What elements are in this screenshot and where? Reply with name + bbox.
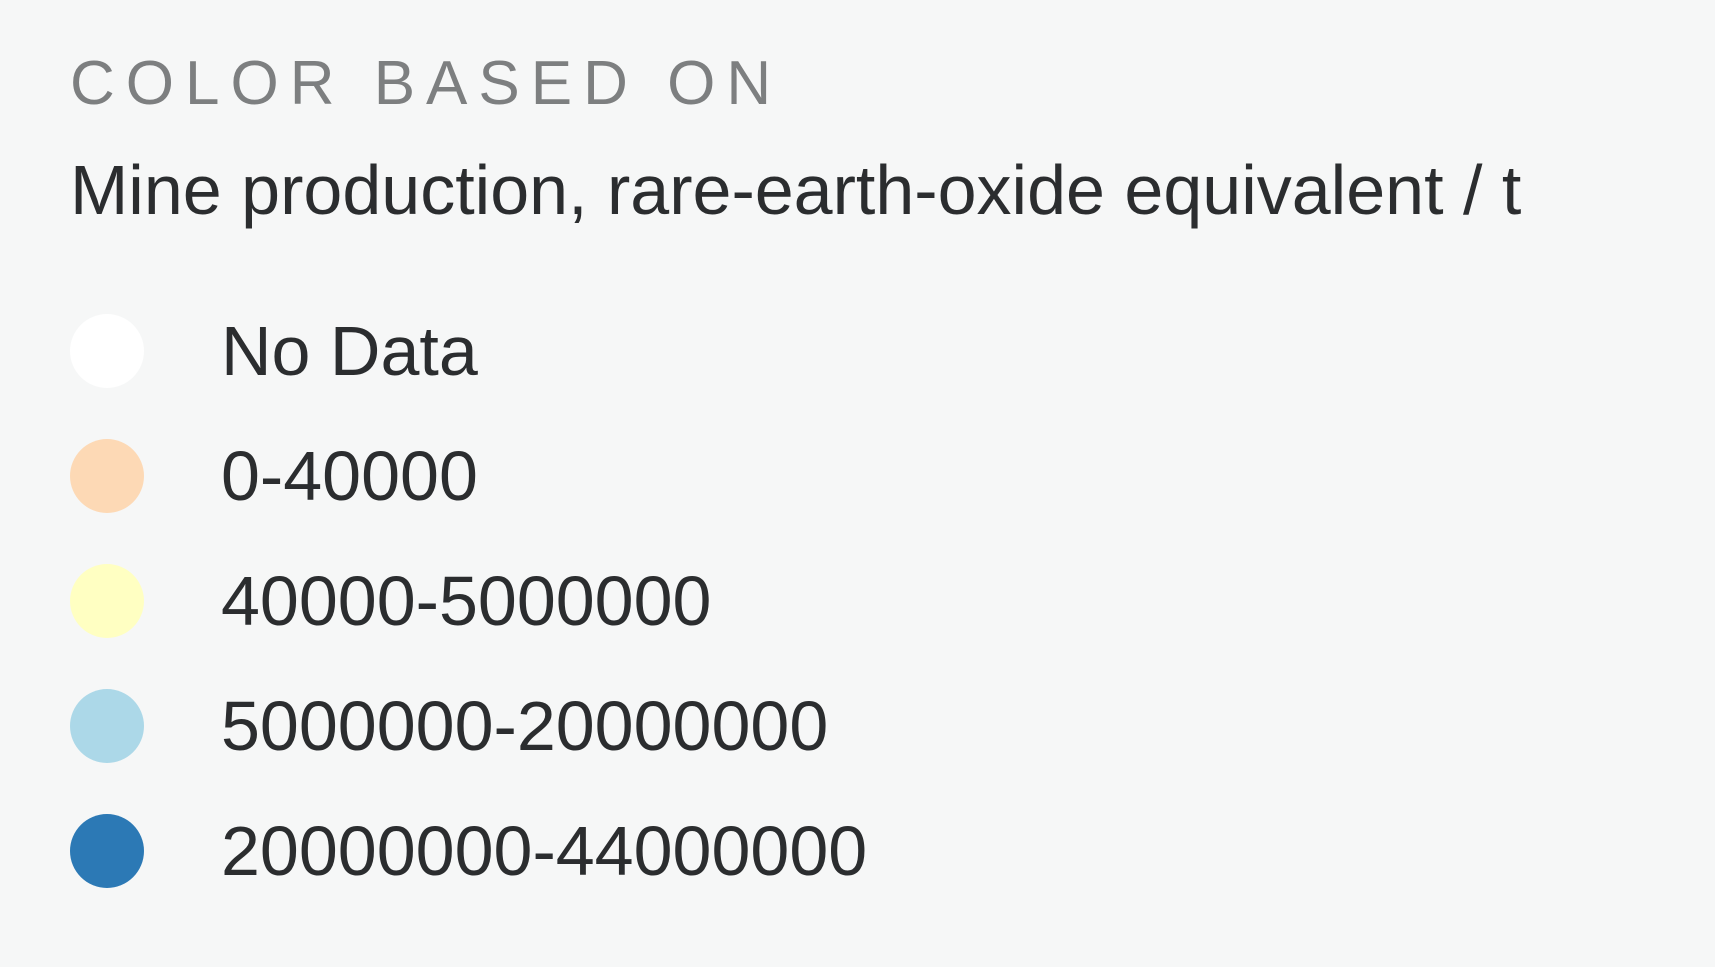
legend-swatch-range-2 xyxy=(70,563,144,638)
legend-swatch-range-1 xyxy=(70,438,144,513)
legend-swatch-range-3 xyxy=(70,688,144,763)
legend-item-no-data: No Data xyxy=(70,288,1715,413)
legend-label-range-4: 20000000-44000000 xyxy=(221,811,868,890)
legend-item-range-4: 20000000-44000000 xyxy=(70,788,1715,913)
legend-label-range-3: 5000000-20000000 xyxy=(221,686,829,765)
legend-item-range-3: 5000000-20000000 xyxy=(70,663,1715,788)
legend-swatch-no-data xyxy=(70,313,144,388)
legend-metric-title: Mine production, rare-earth-oxide equiva… xyxy=(70,151,1522,229)
legend-list: No Data 0-40000 40000-5000000 5000000-20… xyxy=(70,288,1715,913)
legend-item-range-1: 0-40000 xyxy=(70,413,1715,538)
legend-label-range-2: 40000-5000000 xyxy=(221,561,712,640)
legend-label-no-data: No Data xyxy=(221,311,478,390)
legend-swatch-range-4 xyxy=(70,813,144,888)
legend-heading: COLOR BASED ON xyxy=(70,49,783,118)
legend-label-range-1: 0-40000 xyxy=(221,436,478,515)
legend-item-range-2: 40000-5000000 xyxy=(70,538,1715,663)
